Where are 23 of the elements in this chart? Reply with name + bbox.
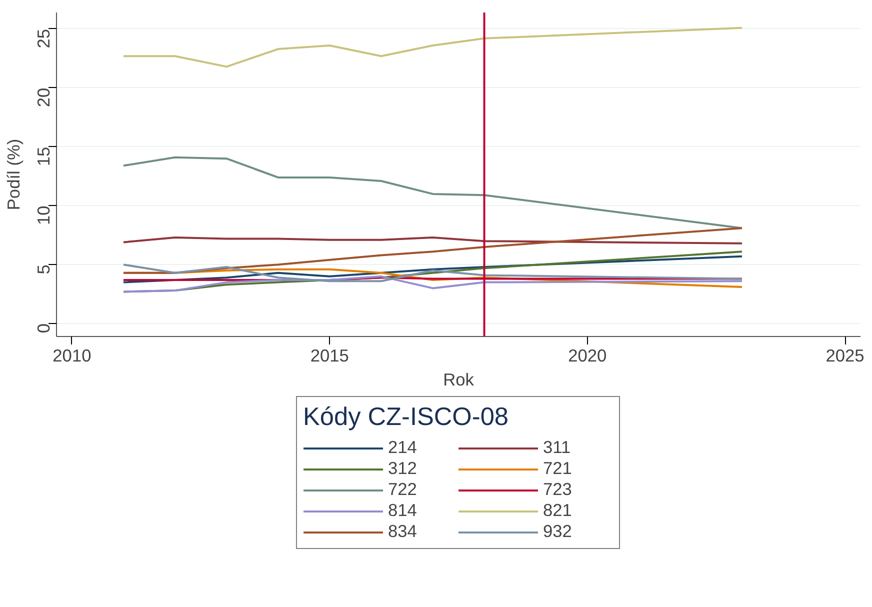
- y-tick-label: 10: [34, 206, 54, 225]
- x-tick-label: 2020: [568, 346, 607, 366]
- legend-label: 721: [543, 458, 573, 479]
- x-tick-label: 2025: [826, 346, 864, 366]
- legend-label: 311: [543, 437, 572, 458]
- y-tick-label: 0: [34, 324, 54, 334]
- legend-label: 834: [388, 521, 418, 542]
- y-axis-title: Podíl (%): [4, 138, 24, 210]
- y-tick-label: 20: [34, 88, 54, 108]
- x-tick-label: 2010: [52, 346, 92, 366]
- legend-label: 312: [388, 458, 418, 479]
- legend-label: 821: [543, 500, 573, 521]
- y-tick-label: 25: [34, 28, 54, 48]
- x-tick-label: 2015: [310, 346, 349, 366]
- legend-label: 932: [543, 521, 573, 542]
- legend-label: 723: [543, 479, 573, 500]
- y-tick-label: 15: [34, 146, 54, 166]
- legend-label: 814: [388, 500, 418, 521]
- legend-label: 214: [388, 437, 418, 458]
- legend-label: 722: [388, 479, 418, 500]
- legend-title: Kódy CZ-ISCO-08: [303, 403, 510, 432]
- x-axis-title: Rok: [443, 370, 474, 390]
- y-tick-label: 5: [34, 264, 54, 274]
